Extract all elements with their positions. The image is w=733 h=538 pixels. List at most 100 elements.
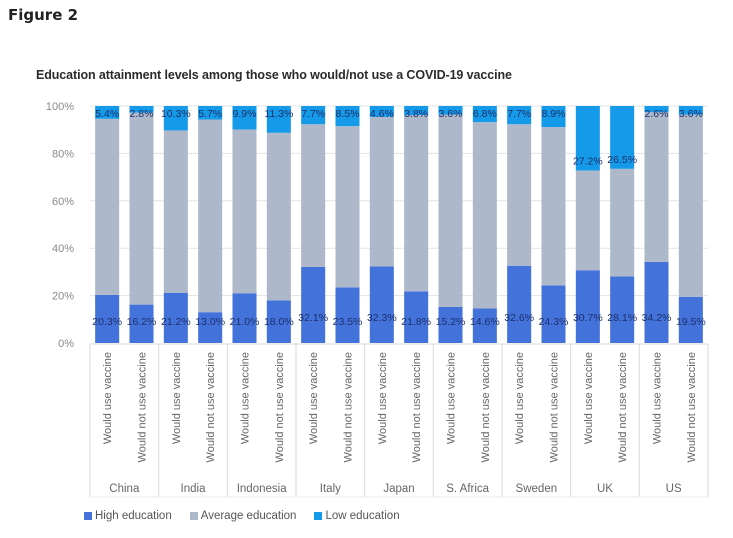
bar-segment-high-education [232, 293, 257, 343]
data-label-high: 19.5% [676, 316, 706, 328]
bar-segment-high-education [404, 291, 429, 343]
x-group-label: S. Africa [446, 483, 489, 495]
bar-segment-high-education [472, 308, 497, 343]
data-label-high: 24.3% [539, 316, 569, 328]
bar-segment-average-education [198, 119, 223, 313]
bar-segment-average-education [404, 115, 429, 292]
bar-segment-high-education [129, 304, 154, 343]
legend-label: Average education [200, 510, 297, 522]
data-label-high: 20.3% [92, 316, 122, 328]
legend-swatch [84, 512, 92, 520]
bar-segment-average-education [575, 170, 600, 271]
data-label-high: 21.8% [401, 316, 431, 328]
x-group-label: Indonesia [237, 483, 287, 495]
data-label-low: 10.3% [161, 108, 191, 120]
data-label-high: 16.2% [127, 316, 157, 328]
bar-segment-high-education [541, 285, 566, 343]
y-tick-label: 80% [52, 148, 74, 160]
y-tick-label: 100% [46, 101, 74, 113]
data-label-low: 2.6% [645, 108, 669, 120]
x-group-label: India [181, 483, 207, 495]
x-subcategory-label: Would not use vaccine [480, 352, 492, 462]
bar-segment-high-education [438, 306, 463, 343]
data-label-low: 8.9% [542, 108, 566, 120]
x-group-label: Sweden [516, 483, 558, 495]
x-subcategory-label: Would use vaccine [514, 352, 526, 444]
legend-item: High education [84, 510, 172, 522]
bar-segment-average-education [163, 130, 188, 293]
x-subcategory-label: Would not use vaccine [205, 352, 217, 462]
bar-segment-average-education [507, 124, 532, 266]
x-subcategory-label: Would use vaccine [446, 352, 458, 444]
bar-segment-average-education [644, 112, 669, 262]
x-subcategory-label: Would not use vaccine [686, 352, 698, 462]
x-group-label: US [666, 483, 682, 495]
data-label-low: 5.4% [95, 108, 119, 120]
data-label-low: 7.7% [507, 108, 531, 120]
bar-segment-high-education [266, 300, 291, 343]
x-subcategory-label: Would use vaccine [171, 352, 183, 444]
data-label-low: 3.6% [439, 108, 463, 120]
data-label-low: 11.3% [264, 108, 293, 120]
legend-item: Average education [189, 510, 297, 522]
bar-segment-low-education [644, 106, 669, 113]
data-label-low: 7.7% [301, 108, 325, 120]
bar-segment-high-education [644, 261, 669, 343]
legend: High education Average education Low educa… [84, 510, 400, 522]
bar-segment-low-education [335, 106, 360, 127]
data-label-low: 26.5% [607, 154, 637, 166]
x-group-label: Japan [383, 483, 414, 495]
legend-label: High education [95, 510, 172, 522]
bar-segment-high-education [163, 292, 188, 343]
y-tick-label: 20% [52, 291, 74, 303]
x-subcategory-label: Would not use vaccine [617, 352, 629, 462]
x-subcategory-label: Would not use vaccine [549, 352, 561, 462]
y-tick-label: 40% [52, 243, 74, 255]
data-label-low: 5.7% [198, 108, 222, 120]
bar-segment-average-education [301, 124, 326, 267]
x-group-label: China [109, 483, 140, 495]
bar-segment-average-education [472, 122, 497, 309]
data-label-high: 14.6% [470, 316, 500, 328]
x-subcategory-label: Would use vaccine [102, 352, 114, 444]
data-label-low: 4.6% [370, 108, 394, 120]
data-label-high: 21.0% [230, 316, 260, 328]
bar-segment-low-education [129, 106, 154, 113]
data-label-low: 2.8% [130, 108, 154, 120]
x-subcategory-label: Would use vaccine [652, 352, 664, 444]
data-label-low: 9.9% [233, 108, 257, 120]
legend-item: Low education [314, 510, 400, 522]
data-label-high: 23.5% [333, 316, 363, 328]
data-label-low: 3.8% [404, 108, 428, 120]
data-label-low: 8.5% [336, 108, 360, 120]
y-tick-label: 0% [58, 338, 74, 350]
data-label-high: 28.1% [607, 312, 637, 324]
bar-segment-average-education [232, 129, 257, 294]
bar-segment-average-education [610, 168, 635, 277]
bar-segment-high-education [95, 294, 120, 343]
bar-segment-low-education [369, 106, 394, 117]
bar-segment-low-education [95, 106, 120, 119]
bar-segment-high-education [610, 276, 635, 343]
bar-segment-high-education [198, 312, 223, 343]
bar-segment-low-education [266, 106, 291, 133]
x-subcategory-label: Would not use vaccine [343, 352, 355, 462]
data-label-low: 3.6% [679, 108, 703, 120]
bar-segment-low-education [472, 106, 497, 123]
bar-segment-low-education [438, 106, 463, 115]
bar-segment-low-education [198, 106, 223, 120]
x-group-label: UK [597, 483, 613, 495]
bar-segment-low-education [507, 106, 532, 125]
x-subcategory-label: Would use vaccine [583, 352, 595, 444]
legend-swatch [189, 512, 198, 520]
bar-segment-average-education [438, 114, 463, 307]
bar-segment-high-education [369, 266, 394, 343]
bar-segment-low-education [404, 106, 429, 116]
bar-segment-low-education [575, 106, 600, 171]
legend-label: Low education [325, 510, 400, 522]
x-subcategory-label: Would use vaccine [308, 352, 320, 444]
bar-segment-average-education [678, 114, 703, 297]
x-subcategory-label: Would use vaccine [240, 352, 252, 444]
data-label-high: 13.0% [195, 316, 225, 328]
